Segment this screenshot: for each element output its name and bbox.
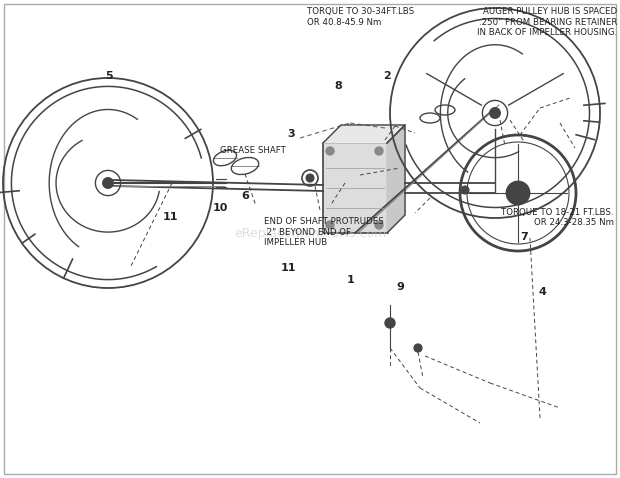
Circle shape: [306, 174, 314, 182]
Text: 11: 11: [280, 263, 296, 272]
Text: 2: 2: [384, 72, 391, 81]
Text: eReplacementParts.com: eReplacementParts.com: [234, 227, 386, 239]
Circle shape: [375, 147, 383, 155]
Circle shape: [513, 188, 523, 197]
Text: 10: 10: [213, 203, 228, 213]
Bar: [323, 143, 388, 233]
Circle shape: [507, 181, 529, 205]
Text: 7: 7: [520, 232, 528, 241]
Circle shape: [385, 318, 395, 328]
Text: 11: 11: [162, 213, 179, 222]
Circle shape: [414, 344, 422, 352]
Circle shape: [326, 221, 334, 229]
Polygon shape: [323, 125, 405, 143]
Text: 9: 9: [396, 282, 404, 292]
Polygon shape: [387, 125, 405, 233]
Text: END OF SHAFT PROTRUDES
.2" BEYOND END OF
IMPELLER HUB: END OF SHAFT PROTRUDES .2" BEYOND END OF…: [264, 217, 383, 247]
Circle shape: [375, 221, 383, 229]
Circle shape: [326, 147, 334, 155]
Text: 1: 1: [347, 275, 354, 284]
Text: 8: 8: [334, 81, 342, 91]
Text: GREASE SHAFT: GREASE SHAFT: [220, 146, 286, 155]
Text: 4: 4: [539, 287, 546, 296]
Text: 3: 3: [288, 129, 295, 139]
Circle shape: [490, 108, 500, 118]
Circle shape: [461, 186, 469, 194]
Text: TORQUE TO 30-34FT.LBS
OR 40.8-45.9 Nm: TORQUE TO 30-34FT.LBS OR 40.8-45.9 Nm: [307, 7, 414, 27]
Text: TORQUE TO 18-21 FT.LBS.
OR 24.3-28.35 Nm: TORQUE TO 18-21 FT.LBS. OR 24.3-28.35 Nm: [502, 208, 614, 228]
Text: 6: 6: [241, 191, 249, 201]
Text: AUGER PULLEY HUB IS SPACED
.250" FROM BEARING RETAINER
IN BACK OF IMPELLER HOUSI: AUGER PULLEY HUB IS SPACED .250" FROM BE…: [477, 7, 617, 37]
Circle shape: [103, 178, 113, 188]
Text: 5: 5: [105, 72, 112, 81]
